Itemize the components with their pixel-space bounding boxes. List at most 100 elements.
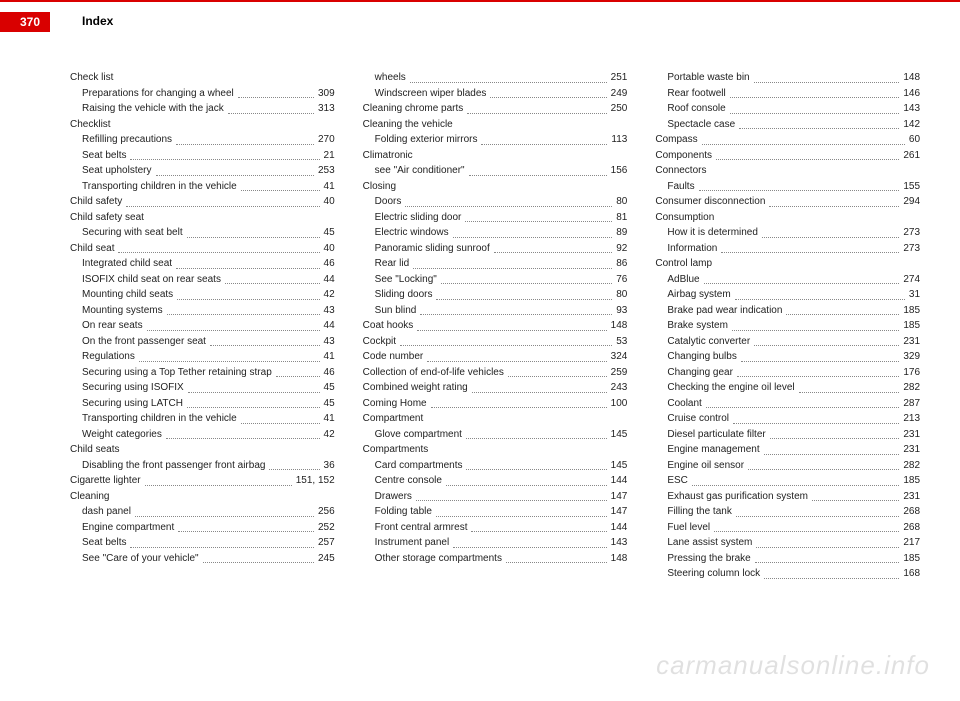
index-entry-label: Disabling the front passenger front airb…	[82, 458, 265, 474]
index-entry: Compartment	[363, 411, 628, 427]
index-entry-label: Checklist	[70, 117, 111, 133]
index-entry-page: 44	[324, 318, 335, 334]
index-entry-label: Coat hooks	[363, 318, 414, 334]
leader-dots	[721, 241, 899, 254]
index-entry-page: 46	[324, 365, 335, 381]
index-entry-label: Closing	[363, 179, 396, 195]
index-entry-label: Pressing the brake	[667, 551, 750, 567]
index-entry: Coat hooks 148	[363, 318, 628, 334]
leader-dots	[145, 473, 292, 486]
leader-dots	[756, 535, 899, 548]
index-entry-page: 113	[611, 132, 627, 148]
index-entry-page: 231	[903, 442, 920, 458]
leader-dots	[427, 349, 606, 362]
index-entry-page: 76	[616, 272, 627, 288]
index-entry-label: Information	[667, 241, 717, 257]
index-entry-label: Climatronic	[363, 148, 413, 164]
index-entry: On the front passenger seat43	[70, 334, 335, 350]
index-entry: Other storage compartments148	[363, 551, 628, 567]
leader-dots	[466, 458, 606, 471]
leader-dots	[754, 334, 899, 347]
index-entry-page: 89	[616, 225, 627, 241]
index-entry-label: Steering column lock	[667, 566, 760, 582]
index-entry-page: 185	[903, 318, 920, 334]
leader-dots	[413, 256, 612, 269]
index-entry-page: 294	[903, 194, 920, 210]
index-entry-label: Doors	[375, 194, 402, 210]
index-entry-page: 251	[611, 70, 628, 86]
leader-dots	[446, 473, 607, 486]
index-entry-page: 148	[611, 318, 628, 334]
index-entry: Transporting children in the vehicle41	[70, 411, 335, 427]
index-entry-label: Checking the engine oil level	[667, 380, 794, 396]
index-entry: Changing bulbs329	[655, 349, 920, 365]
leader-dots	[469, 163, 607, 176]
index-entry: Centre console144	[363, 473, 628, 489]
watermark: carmanualsonline.info	[656, 650, 930, 681]
leader-dots	[126, 194, 319, 207]
index-entry-page: 245	[318, 551, 335, 567]
index-entry-page: 41	[324, 411, 335, 427]
leader-dots	[702, 132, 905, 145]
leader-dots	[453, 535, 606, 548]
leader-dots	[139, 349, 320, 362]
index-entry-page: 249	[611, 86, 628, 102]
index-entry-label: Cockpit	[363, 334, 396, 350]
index-entry-label: Electric windows	[375, 225, 449, 241]
index-entry-page: 92	[616, 241, 627, 257]
index-entry-page: 268	[903, 520, 920, 536]
index-entry-label: Other storage compartments	[375, 551, 502, 567]
index-entry-page: 143	[903, 101, 920, 117]
leader-dots	[241, 411, 320, 424]
index-entry: Rear lid86	[363, 256, 628, 272]
index-entry-page: 42	[324, 427, 335, 443]
index-entry-page: 259	[611, 365, 628, 381]
index-entry: Engine oil sensor282	[655, 458, 920, 474]
index-entry: Securing using LATCH45	[70, 396, 335, 412]
leader-dots	[494, 241, 612, 254]
index-entry-label: Cigarette lighter	[70, 473, 141, 489]
index-entry: Child safety40	[70, 194, 335, 210]
index-entry-label: Seat belts	[82, 535, 126, 551]
index-entry: Consumption	[655, 210, 920, 226]
index-entry-label: See "Locking"	[375, 272, 437, 288]
index-entry: Child safety seat	[70, 210, 335, 226]
leader-dots	[733, 411, 899, 424]
index-entry: Portable waste bin148	[655, 70, 920, 86]
index-entry: Refilling precautions270	[70, 132, 335, 148]
leader-dots	[506, 551, 607, 564]
leader-dots	[188, 380, 320, 393]
index-entry-label: Cleaning chrome parts	[363, 101, 464, 117]
index-entry: Electric sliding door81	[363, 210, 628, 226]
index-entry-page: 43	[324, 334, 335, 350]
index-entry: Roof console 143	[655, 101, 920, 117]
index-entry-page: 324	[611, 349, 628, 365]
index-entry: Compartments	[363, 442, 628, 458]
index-entry-page: 145	[611, 427, 628, 443]
index-entry-label: Sun blind	[375, 303, 417, 319]
index-entry: Check list	[70, 70, 335, 86]
index-entry-page: 36	[324, 458, 335, 474]
index-entry-label: Rear footwell	[667, 86, 725, 102]
index-entry-label: Roof console	[667, 101, 725, 117]
index-entry-page: 213	[903, 411, 920, 427]
index-entry-label: Instrument panel	[375, 535, 450, 551]
index-entry: Doors80	[363, 194, 628, 210]
leader-dots	[453, 225, 613, 238]
index-entry-label: Mounting child seats	[82, 287, 173, 303]
index-entry-label: Engine oil sensor	[667, 458, 744, 474]
index-entry-label: Raising the vehicle with the jack	[82, 101, 224, 117]
leader-dots	[692, 473, 899, 486]
index-entry: Climatronic	[363, 148, 628, 164]
index-entry-label: Engine compartment	[82, 520, 174, 536]
leader-dots	[228, 101, 314, 114]
leader-dots	[436, 287, 612, 300]
index-entry-page: 274	[903, 272, 920, 288]
leader-dots	[741, 349, 899, 362]
index-entry: Spectacle case142	[655, 117, 920, 133]
index-entry: Faults155	[655, 179, 920, 195]
top-rule	[0, 0, 960, 2]
index-entry-page: 151, 152	[296, 473, 335, 489]
index-entry-page: 147	[611, 504, 628, 520]
leader-dots	[730, 86, 900, 99]
